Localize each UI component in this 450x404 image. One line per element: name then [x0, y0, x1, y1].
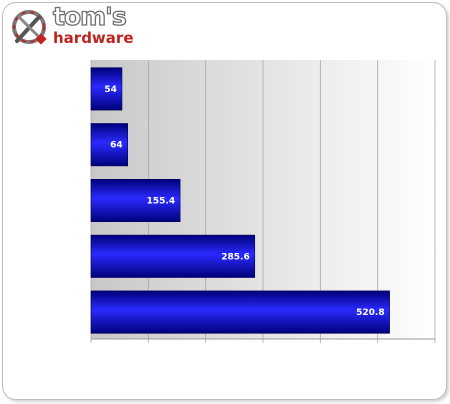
- bar-value-label: 155.4: [147, 197, 175, 207]
- bar-value-label: 285.6: [221, 252, 249, 262]
- bar: [91, 291, 390, 333]
- bar-chart: 54 64 155.4 285.6 520.8: [3, 3, 446, 399]
- bar-value-label: 520.8: [356, 308, 384, 318]
- bar-value-label: 64: [110, 141, 123, 151]
- bar-value-label: 54: [104, 85, 117, 95]
- chart-frame: tom's hardware 54 64 155.4 285.6 520.8: [2, 2, 447, 400]
